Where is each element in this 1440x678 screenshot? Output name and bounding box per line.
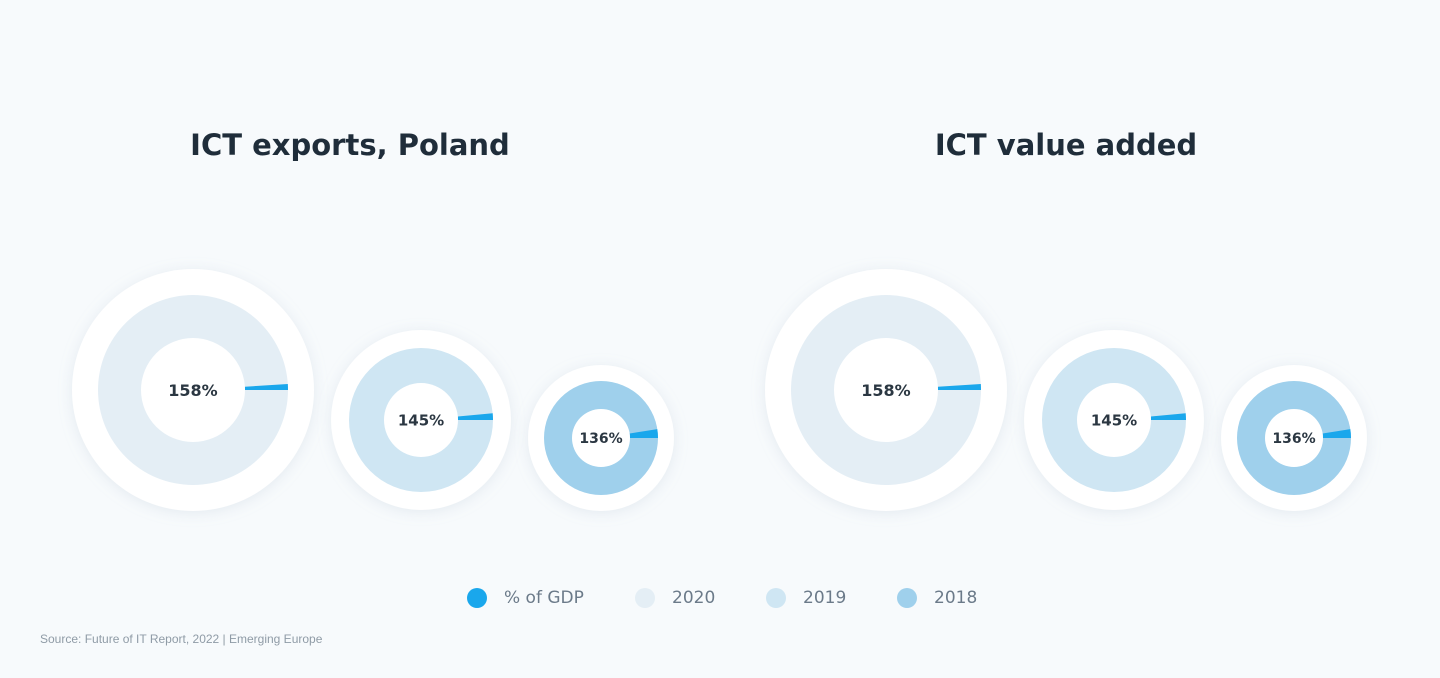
legend-swatch (635, 588, 655, 608)
donut-value-label: 145% (398, 411, 444, 429)
legend-item-2020: 2020 (635, 588, 715, 608)
legend-item-gdp: % of GDP (467, 588, 584, 608)
donut-value-label: 158% (861, 381, 910, 400)
legend-label: % of GDP (504, 588, 584, 608)
chart-title-ict-exports: ICT exports, Poland (190, 128, 510, 162)
legend-item-2018: 2018 (897, 588, 977, 608)
legend-swatch (897, 588, 917, 608)
donut-hole (834, 338, 938, 442)
source-note: Source: Future of IT Report, 2022 | Emer… (40, 632, 323, 646)
donut-hole (1265, 409, 1323, 467)
legend-label: 2020 (672, 588, 716, 608)
donut-slice-gdp (457, 413, 493, 420)
legend-swatch (467, 588, 487, 608)
chart-title-ict-value-added: ICT value added (934, 128, 1198, 162)
donut-hole (572, 409, 630, 467)
donut-2018: 136% (528, 365, 674, 511)
donut-2018: 136% (1221, 365, 1367, 511)
donut-value-label: 158% (168, 381, 217, 400)
donut-slice-gdp (244, 384, 288, 390)
legend-swatch (766, 588, 786, 608)
donut-2019: 145% (331, 330, 511, 510)
donut-value-label: 136% (1272, 431, 1315, 447)
donut-2020: 158% (72, 269, 314, 511)
legend-label: 2019 (803, 588, 847, 608)
donut-2019: 145% (1024, 330, 1204, 510)
donut-hole (1077, 383, 1151, 457)
donut-2020: 158% (765, 269, 1007, 511)
donut-hole (141, 338, 245, 442)
donut-slice-gdp (629, 429, 658, 438)
legend: % of GDP 2020 2019 2018 (0, 588, 1440, 612)
donut-value-label: 145% (1091, 411, 1137, 429)
legend-item-2019: 2019 (766, 588, 846, 608)
donut-charts: 158% 145% 136% 158% 145% 136% (72, 269, 1367, 511)
donut-value-label: 136% (579, 431, 622, 447)
donut-slice-gdp (1150, 413, 1186, 420)
donut-slice-gdp (1322, 429, 1351, 438)
donut-hole (384, 383, 458, 457)
legend-label: 2018 (934, 588, 978, 608)
donut-slice-gdp (937, 384, 981, 390)
